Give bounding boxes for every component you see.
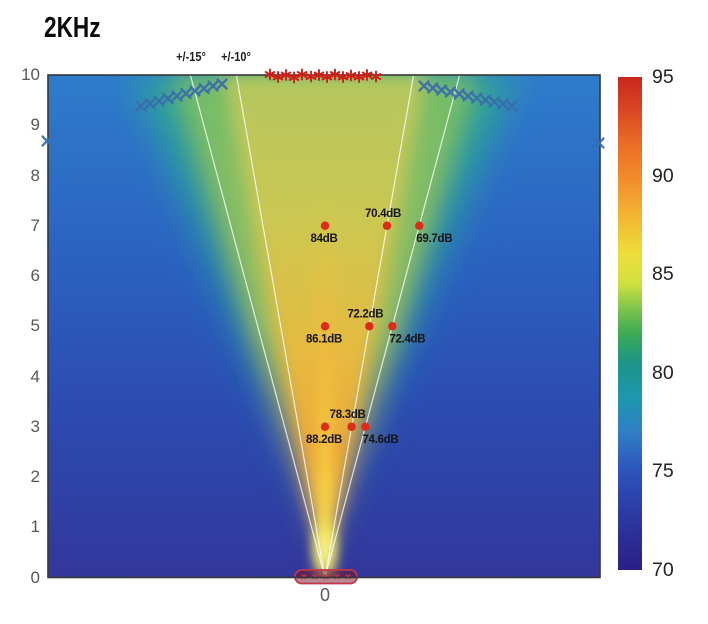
measurement-label: 69.7dB [416, 233, 452, 245]
red-asterisk-marker [313, 69, 325, 81]
measurement-dot [365, 322, 374, 331]
beam-vertex-glow [310, 514, 340, 578]
y-tick-label: 9 [30, 115, 40, 135]
y-tick-label: 3 [30, 416, 40, 436]
on-axis-asterisk-markers [264, 68, 382, 84]
y-tick-label: 1 [30, 517, 40, 537]
blue-x-marker [593, 137, 605, 149]
colorbar-tick-label: 95 [652, 66, 674, 88]
angle-guide-line [189, 75, 326, 578]
red-asterisk-marker [296, 68, 308, 81]
y-tick-label: 10 [21, 65, 40, 84]
colorbar [618, 77, 642, 570]
beam-core [310, 200, 340, 578]
measurement-dot [388, 322, 397, 331]
blue-x-marker [41, 135, 53, 147]
y-tick-label: 8 [30, 165, 40, 185]
measurement-dot [415, 221, 424, 230]
measurement-label: 74.6dB [362, 434, 398, 446]
blue-x-marker [506, 100, 518, 112]
measurement-dot [320, 221, 330, 230]
red-asterisk-marker [337, 71, 349, 83]
y-tick-label: 0 [30, 567, 40, 587]
blue-x-marker [207, 80, 219, 92]
colorbar-tick-label: 90 [652, 164, 674, 187]
measurement-dot [382, 221, 392, 230]
measurement-label: 86.1dB [306, 333, 342, 345]
blue-x-marker [171, 90, 183, 102]
blue-x-marker [479, 94, 492, 106]
red-asterisk-marker [288, 71, 300, 84]
y-tick-label: 5 [30, 316, 40, 336]
blue-x-marker [488, 96, 501, 108]
blue-x-marker [135, 100, 147, 112]
colorbar-tick-label: 80 [652, 361, 674, 384]
y-tick-label: 2 [30, 467, 40, 486]
measurement-label: 72.2dB [347, 308, 383, 320]
blue-x-marker [216, 78, 228, 90]
blue-x-marker [497, 98, 509, 110]
blue-x-marker [462, 90, 474, 102]
blue-x-marker [418, 80, 430, 92]
red-asterisk-marker [272, 71, 284, 83]
blue-x-marker [198, 82, 210, 95]
angle-guide-line [235, 75, 326, 578]
red-asterisk-marker [345, 69, 357, 82]
red-asterisk-marker [329, 68, 341, 81]
red-asterisk-marker [280, 69, 292, 81]
red-asterisk-marker [305, 70, 317, 83]
measurement-dot [347, 422, 356, 431]
measurement-label: 72.4dB [389, 333, 425, 345]
heatmap-canvas [48, 75, 600, 578]
blue-x-marker [153, 95, 165, 107]
blue-x-marker [144, 97, 156, 110]
measurement-dot [320, 422, 330, 431]
colorbar-tick-label: 75 [652, 460, 674, 483]
red-asterisk-marker [370, 70, 382, 83]
angle-guide-label-15: +/-15° [176, 50, 206, 64]
measurement-label: 70.4dB [365, 208, 401, 220]
blue-x-marker [189, 85, 201, 97]
red-asterisk-marker [361, 69, 373, 81]
red-asterisk-marker [264, 68, 276, 81]
measurement-dot [361, 422, 370, 431]
y-tick-label: 4 [30, 366, 40, 386]
blue-x-marker [453, 88, 465, 100]
red-asterisk-marker [321, 71, 333, 83]
blue-x-marker [162, 92, 174, 105]
red-asterisk-marker [353, 71, 365, 83]
measurement-points: 84dB 70.4dB 69.7dB 86.1dB 72.2dB 72.4dB 88.2dB… [306, 208, 452, 446]
colorbar-tick-label: 85 [652, 263, 674, 286]
x-tick-label: 0 [319, 585, 330, 605]
measurement-label: 84dB [311, 233, 338, 245]
beam-edge-x-markers [41, 78, 605, 149]
blue-x-marker [444, 86, 457, 98]
figure-title: 2KHz [44, 12, 101, 44]
blue-x-marker [427, 82, 439, 94]
y-tick-label: 7 [30, 215, 40, 235]
blue-x-marker [435, 84, 448, 96]
blue-x-marker [471, 92, 483, 104]
blue-x-marker [180, 87, 192, 100]
angle-guide-label-10: +/-10° [221, 50, 251, 64]
measurement-label: 78.3dB [330, 409, 366, 421]
measurement-dot [320, 322, 330, 331]
colorbar-tick-label: 70 [652, 559, 674, 581]
y-tick-label: 6 [30, 266, 40, 285]
measurement-label: 88.2dB [306, 434, 342, 446]
